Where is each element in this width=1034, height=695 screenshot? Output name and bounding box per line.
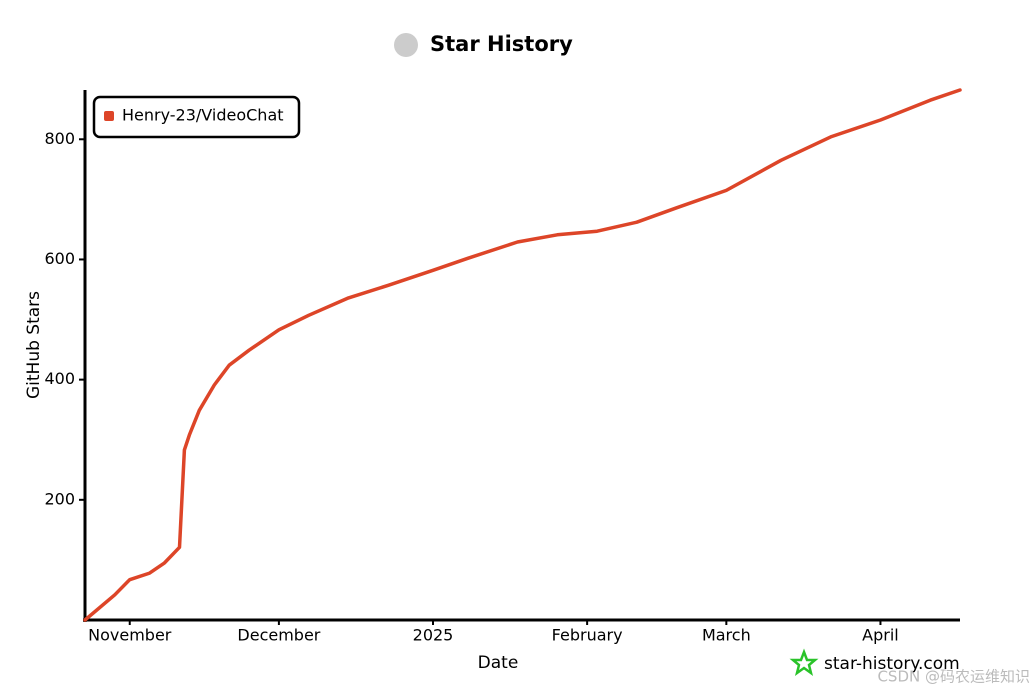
series-line bbox=[83, 88, 962, 622]
y-tick-label: 400 bbox=[44, 369, 75, 388]
watermark: star-history.com bbox=[824, 654, 960, 674]
x-tick-label: December bbox=[237, 626, 320, 645]
chart-title: Star History bbox=[430, 32, 573, 56]
x-tick-label: 2025 bbox=[413, 626, 454, 645]
credit: CSDN @码农运维知识 bbox=[877, 668, 1030, 686]
y-axis-label: GitHub Stars bbox=[24, 291, 44, 399]
legend-label: Henry-23/VideoChat bbox=[122, 106, 284, 125]
x-tick-label: March bbox=[702, 626, 751, 645]
legend-swatch bbox=[104, 111, 114, 121]
legend-box bbox=[92, 95, 301, 139]
x-axis-label: Date bbox=[478, 653, 519, 673]
watermark-icon bbox=[789, 648, 819, 676]
y-tick-label: 800 bbox=[44, 129, 75, 148]
logo bbox=[394, 33, 418, 57]
x-tick-label: February bbox=[552, 626, 623, 645]
y-tick-label: 600 bbox=[44, 249, 75, 268]
x-tick-label: April bbox=[862, 626, 899, 645]
y-tick-label: 200 bbox=[44, 489, 75, 508]
x-tick-label: November bbox=[88, 626, 172, 645]
